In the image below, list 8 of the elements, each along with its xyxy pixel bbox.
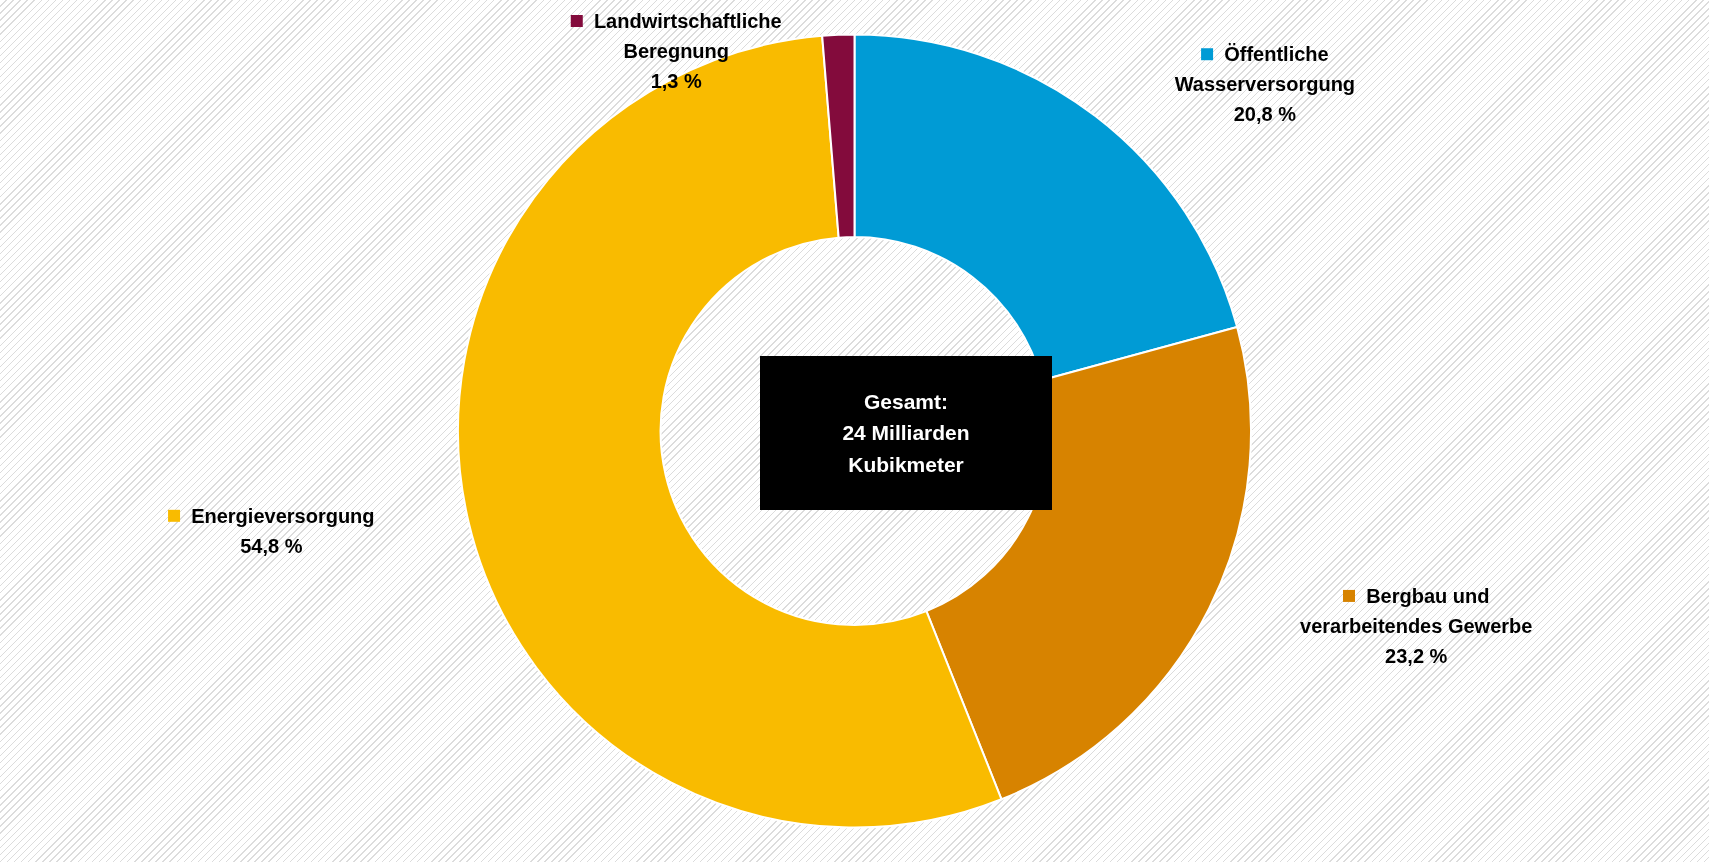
legend-label: Energieversorgung — [180, 504, 375, 527]
legend-label: Öffentliche Wasserversorgung — [1174, 43, 1356, 96]
data-label: 20,8 % — [1233, 103, 1297, 126]
data-label: 54,8 % — [240, 534, 303, 557]
legend-label: Landwirtschaftliche Beregnung — [582, 10, 782, 62]
total-box: Gesamt: 24 Milliarden Kubikmeter — [760, 356, 1052, 510]
legend-label: Bergbau und verarbeitendes Gewerbe — [1300, 584, 1533, 637]
data-label: 23,2 % — [1385, 644, 1448, 667]
